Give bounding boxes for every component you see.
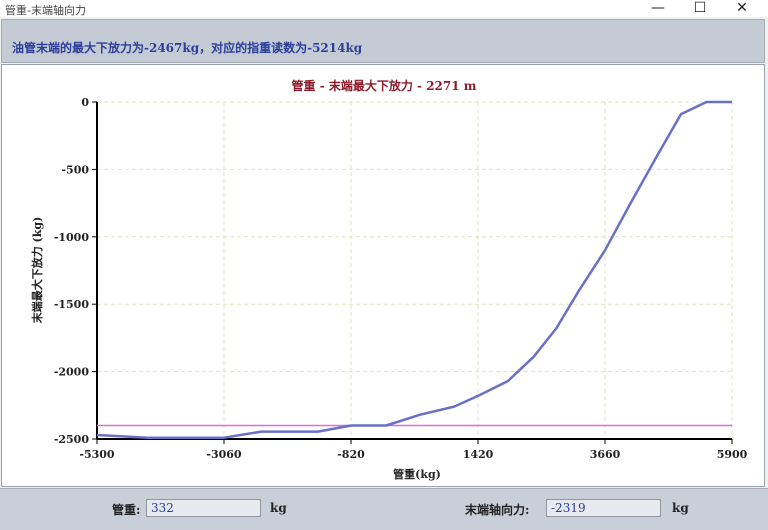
x-tick-label: 3660 <box>590 448 621 461</box>
chart-panel: 0 -500 -1000 -1500 -2000 -2500 -5300 -3060 -820 1… <box>1 64 765 487</box>
x-axis-label: 管重(kg) <box>393 467 441 481</box>
x-tick-label: -3060 <box>206 448 242 461</box>
y-tick-label: 0 <box>81 96 89 109</box>
chart-axes: 0 -500 -1000 -1500 -2000 -2500 -5300 -3060 -820 1… <box>54 96 748 461</box>
input-bar: 管重: 332 kg 末端轴向力: -2319 kg <box>0 488 768 530</box>
y-tick-label: -1000 <box>54 231 90 244</box>
close-icon[interactable]: ✕ <box>736 0 748 16</box>
window-title: 管重-末端轴向力 <box>5 4 86 17</box>
y-tick-label: -1500 <box>54 298 90 311</box>
series-line <box>96 100 732 439</box>
x-tick-label: -5300 <box>79 448 115 461</box>
x-tick-label: 5900 <box>717 448 748 461</box>
y-tick-label: -500 <box>61 163 89 176</box>
y-tick-label: -2000 <box>54 366 90 379</box>
chart-grid <box>97 101 733 439</box>
x-tick-label: -820 <box>337 448 365 461</box>
y-axis-label: 末端最大下放力 (kg) <box>30 217 44 325</box>
axial-force-field[interactable]: -2319 <box>546 499 661 517</box>
line-chart: 0 -500 -1000 -1500 -2000 -2500 -5300 -3060 -820 1… <box>30 78 748 481</box>
result-message-bar: 油管末端的最大下放力为-2467kg，对应的指重读数为-5214kg <box>1 19 765 63</box>
pipe-weight-unit: kg <box>270 501 287 515</box>
chart-title: 管重 - 末端最大下放力 - 2271 m <box>292 78 477 93</box>
x-tick-label: 1420 <box>463 448 494 461</box>
y-tick-label: -2500 <box>54 433 90 446</box>
maximize-icon[interactable]: ☐ <box>693 0 707 16</box>
axial-force-label: 末端轴向力: <box>465 503 530 517</box>
title-bar: 管重-末端轴向力 — ☐ ✕ <box>0 0 768 17</box>
axial-force-unit: kg <box>672 501 689 515</box>
result-message: 油管末端的最大下放力为-2467kg，对应的指重读数为-5214kg <box>12 41 363 55</box>
pipe-weight-field[interactable]: 332 <box>146 499 261 517</box>
pipe-weight-label: 管重: <box>112 503 141 517</box>
chart-series <box>96 100 732 439</box>
minimize-icon[interactable]: — <box>651 0 665 16</box>
